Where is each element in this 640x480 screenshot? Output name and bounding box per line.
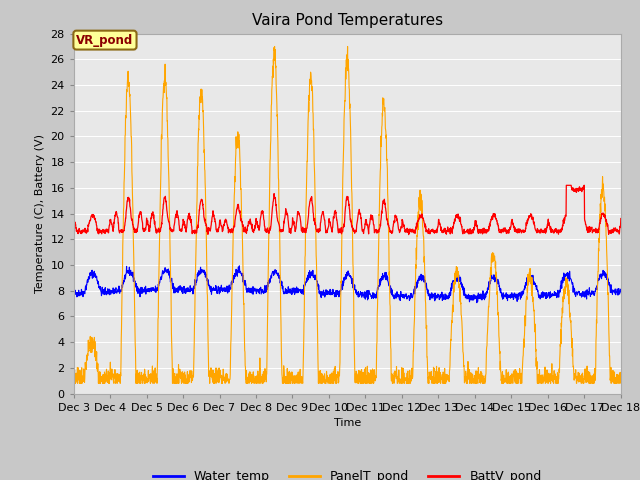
PanelT_pond xyxy=(70,381,77,386)
PanelT_pond xyxy=(617,377,625,383)
PanelT_pond xyxy=(364,370,371,375)
BattV_pond xyxy=(584,224,592,230)
BattV_pond xyxy=(617,216,625,221)
BattV_pond xyxy=(363,221,371,227)
Water_temp xyxy=(507,295,515,301)
X-axis label: Time: Time xyxy=(333,418,361,428)
Water_temp xyxy=(222,285,230,291)
BattV_pond xyxy=(506,227,514,232)
Water_temp xyxy=(473,300,481,306)
Legend: Water_temp, PanelT_pond, BattV_pond: Water_temp, PanelT_pond, BattV_pond xyxy=(148,465,547,480)
Text: VR_pond: VR_pond xyxy=(76,34,134,47)
Water_temp xyxy=(364,290,371,296)
Title: Vaira Pond Temperatures: Vaira Pond Temperatures xyxy=(252,13,443,28)
BattV_pond xyxy=(569,187,577,193)
Y-axis label: Temperature (C), Battery (V): Temperature (C), Battery (V) xyxy=(35,134,45,293)
Water_temp xyxy=(70,289,77,295)
Line: PanelT_pond: PanelT_pond xyxy=(74,47,621,384)
Line: BattV_pond: BattV_pond xyxy=(74,185,621,235)
BattV_pond xyxy=(222,218,230,224)
Water_temp xyxy=(236,263,243,269)
Water_temp xyxy=(617,288,625,293)
PanelT_pond xyxy=(271,44,278,49)
PanelT_pond xyxy=(584,376,592,382)
BattV_pond xyxy=(563,182,570,188)
Line: Water_temp: Water_temp xyxy=(74,266,621,303)
BattV_pond xyxy=(405,232,413,238)
PanelT_pond xyxy=(569,346,577,351)
Water_temp xyxy=(584,288,592,294)
PanelT_pond xyxy=(506,380,514,385)
Water_temp xyxy=(569,282,577,288)
PanelT_pond xyxy=(222,371,230,376)
PanelT_pond xyxy=(375,212,383,217)
Water_temp xyxy=(375,283,383,288)
BattV_pond xyxy=(375,229,383,235)
BattV_pond xyxy=(70,216,77,222)
